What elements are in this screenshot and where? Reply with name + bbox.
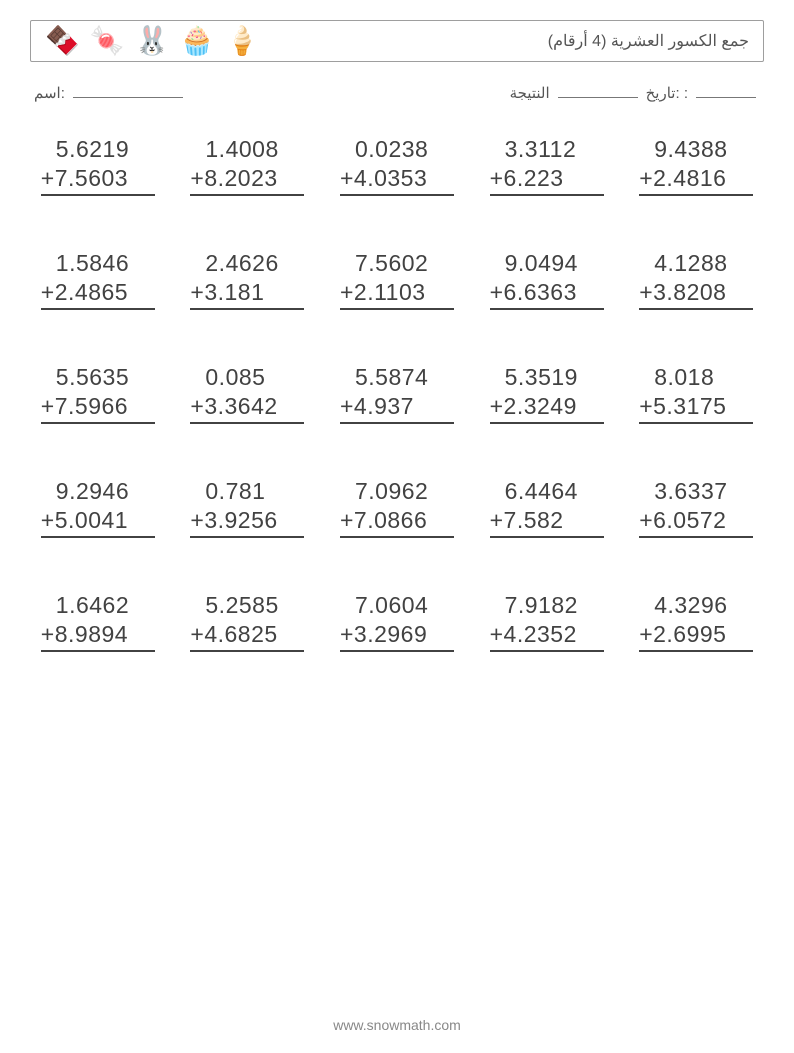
addend-bottom: +4.6825 (190, 621, 304, 652)
addend-bottom: +3.9256 (190, 507, 304, 538)
bunny-icon: 🐰 (135, 27, 170, 55)
score-blank[interactable] (558, 97, 638, 98)
addition-problem: 0.781 +3.9256 (190, 478, 304, 538)
addition-problem: 6.4464+7.582 (490, 478, 604, 538)
addend-top: 1.4008 (190, 136, 304, 163)
cupcake-icon: 🧁 (180, 27, 215, 55)
addend-top: 5.6219 (41, 136, 155, 163)
addend-top: 2.4626 (190, 250, 304, 277)
addend-bottom: +2.3249 (490, 393, 604, 424)
addition-problem: 9.0494+6.6363 (490, 250, 604, 310)
date-label: تاريخ: : (646, 84, 688, 102)
header-box: 🍫 🍬 🐰 🧁 🍦 (جمع الكسور العشرية (4 أرقام (30, 20, 764, 62)
addition-problem: 7.0962+7.0866 (340, 478, 454, 538)
addend-top: 8.018 (639, 364, 753, 391)
addition-problem: 4.3296+2.6995 (639, 592, 753, 652)
addition-problem: 5.5874+4.937 (340, 364, 454, 424)
addend-bottom: +6.0572 (639, 507, 753, 538)
addend-top: 7.0604 (340, 592, 454, 619)
addition-problem: 7.0604+3.2969 (340, 592, 454, 652)
addend-bottom: +2.4865 (41, 279, 155, 310)
addend-bottom: +2.1103 (340, 279, 454, 310)
worksheet-page: 🍫 🍬 🐰 🧁 🍦 (جمع الكسور العشرية (4 أرقام ا… (0, 0, 794, 1053)
header-icons: 🍫 🍬 🐰 🧁 🍦 (45, 27, 259, 55)
addition-problem: 1.5846+2.4865 (41, 250, 155, 310)
addend-bottom: +4.0353 (340, 165, 454, 196)
name-label: اسم: (34, 84, 65, 102)
addend-bottom: +3.181 (190, 279, 304, 310)
addition-problem: 4.1288+3.8208 (639, 250, 753, 310)
addition-problem: 7.9182+4.2352 (490, 592, 604, 652)
addend-top: 6.4464 (490, 478, 604, 505)
footer-url: www.snowmath.com (0, 1017, 794, 1033)
addition-problem: 9.2946+5.0041 (41, 478, 155, 538)
addition-problem: 0.085 +3.3642 (190, 364, 304, 424)
addition-problem: 1.6462+8.9894 (41, 592, 155, 652)
chocolate-icon: 🍫 (45, 27, 80, 55)
problems-grid: 5.6219+7.5603 1.4008+8.2023 0.0238+4.0353 3… (30, 136, 764, 652)
addend-top: 7.9182 (490, 592, 604, 619)
addition-problem: 5.2585+4.6825 (190, 592, 304, 652)
addend-bottom: +3.2969 (340, 621, 454, 652)
addend-bottom: +5.3175 (639, 393, 753, 424)
addition-problem: 1.4008+8.2023 (190, 136, 304, 196)
addend-top: 3.3112 (490, 136, 604, 163)
addend-top: 0.085 (190, 364, 304, 391)
addend-bottom: +3.3642 (190, 393, 304, 424)
addend-bottom: +6.223 (490, 165, 604, 196)
addend-top: 4.3296 (639, 592, 753, 619)
addend-bottom: +4.937 (340, 393, 454, 424)
name-blank[interactable] (73, 97, 183, 98)
addend-bottom: +2.6995 (639, 621, 753, 652)
addend-bottom: +7.0866 (340, 507, 454, 538)
addend-bottom: +7.5966 (41, 393, 155, 424)
addend-top: 5.5874 (340, 364, 454, 391)
addend-top: 9.2946 (41, 478, 155, 505)
addend-top: 4.1288 (639, 250, 753, 277)
addend-top: 1.5846 (41, 250, 155, 277)
addition-problem: 2.4626+3.181 (190, 250, 304, 310)
addition-problem: 7.5602+2.1103 (340, 250, 454, 310)
candy-icon: 🍬 (90, 27, 125, 55)
meta-row: اسم: النتيجة تاريخ: : (30, 84, 764, 102)
addend-top: 5.3519 (490, 364, 604, 391)
addition-problem: 8.018 +5.3175 (639, 364, 753, 424)
addend-bottom: +3.8208 (639, 279, 753, 310)
addition-problem: 9.4388+2.4816 (639, 136, 753, 196)
addend-top: 5.5635 (41, 364, 155, 391)
addition-problem: 5.6219+7.5603 (41, 136, 155, 196)
addend-bottom: +4.2352 (490, 621, 604, 652)
addend-top: 0.781 (190, 478, 304, 505)
name-field: اسم: (34, 84, 187, 102)
icecream-icon: 🍦 (225, 27, 260, 55)
addition-problem: 0.0238+4.0353 (340, 136, 454, 196)
date-blank[interactable] (696, 97, 756, 98)
addend-top: 7.5602 (340, 250, 454, 277)
addend-top: 3.6337 (639, 478, 753, 505)
addition-problem: 3.6337+6.0572 (639, 478, 753, 538)
addend-top: 9.4388 (639, 136, 753, 163)
addend-top: 1.6462 (41, 592, 155, 619)
score-label: النتيجة (510, 84, 550, 102)
addend-top: 0.0238 (340, 136, 454, 163)
addend-bottom: +6.6363 (490, 279, 604, 310)
addend-top: 9.0494 (490, 250, 604, 277)
addition-problem: 3.3112+6.223 (490, 136, 604, 196)
addend-bottom: +7.5603 (41, 165, 155, 196)
addend-top: 5.2585 (190, 592, 304, 619)
addend-top: 7.0962 (340, 478, 454, 505)
addend-bottom: +2.4816 (639, 165, 753, 196)
addition-problem: 5.3519+2.3249 (490, 364, 604, 424)
addition-problem: 5.5635+7.5966 (41, 364, 155, 424)
score-date-field: النتيجة تاريخ: : (510, 84, 760, 102)
addend-bottom: +7.582 (490, 507, 604, 538)
addend-bottom: +8.9894 (41, 621, 155, 652)
addend-bottom: +5.0041 (41, 507, 155, 538)
worksheet-title: (جمع الكسور العشرية (4 أرقام (548, 31, 749, 51)
addend-bottom: +8.2023 (190, 165, 304, 196)
